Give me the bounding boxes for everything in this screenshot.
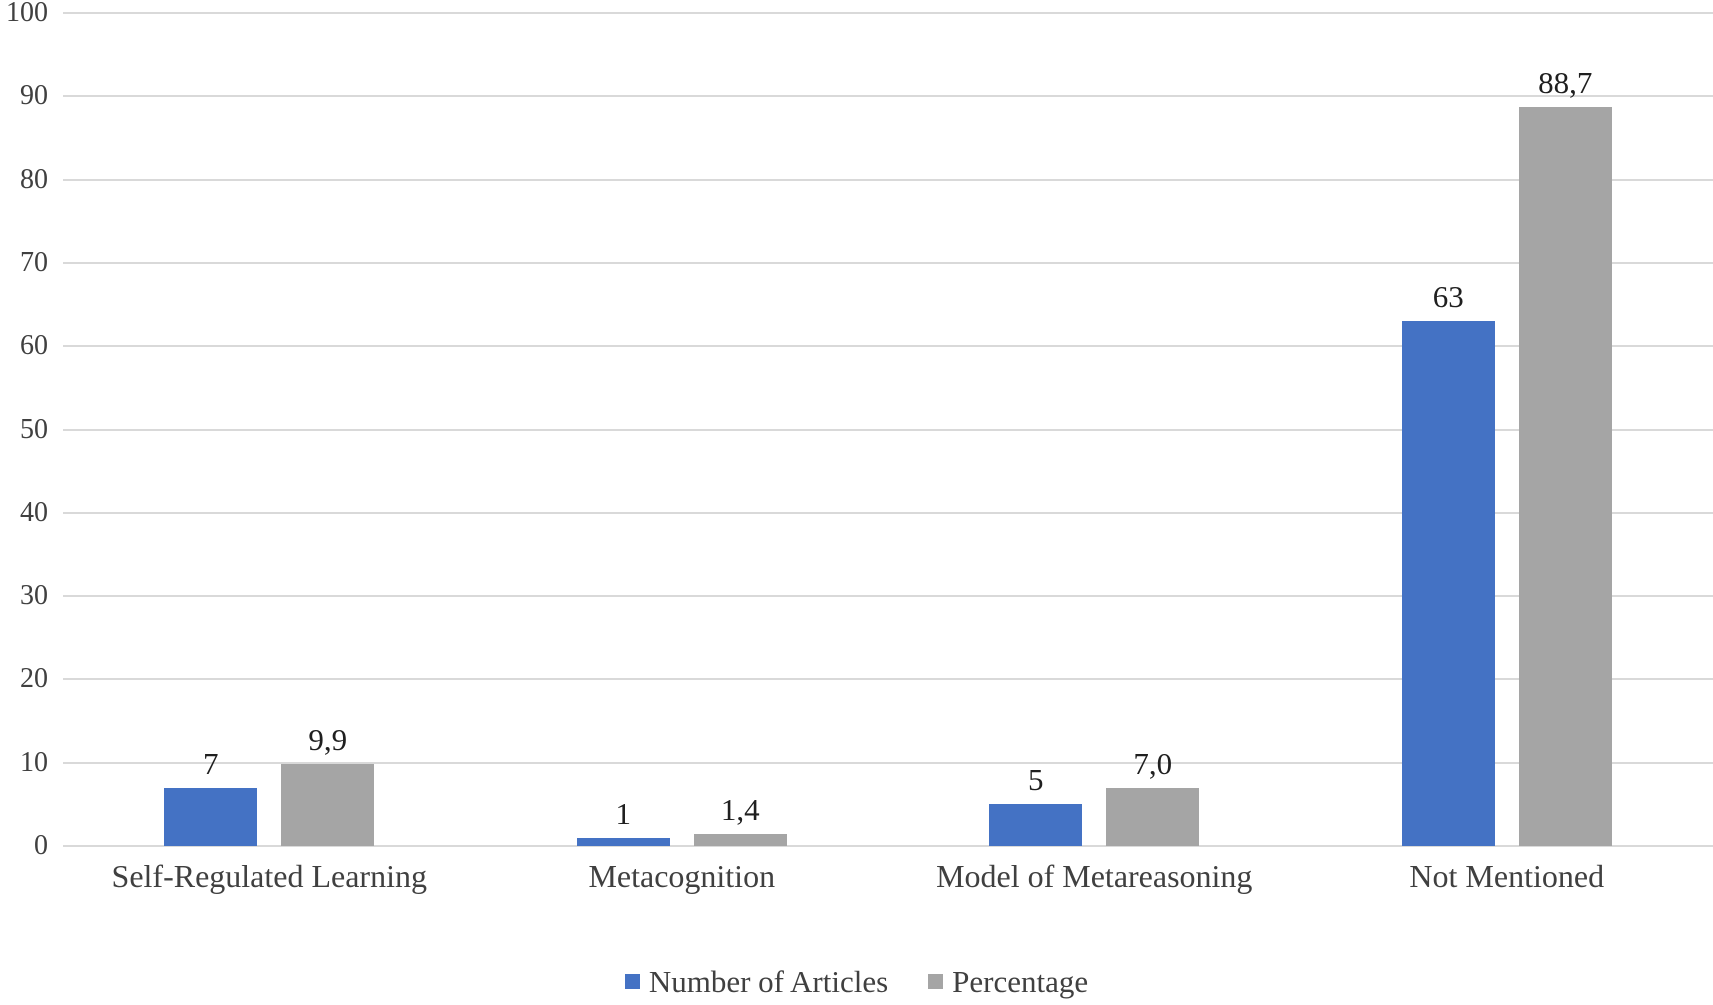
legend-item-percentage: Percentage (928, 966, 1088, 997)
bar-group-not-mentioned: 63 88,7 (1301, 13, 1713, 846)
bar-percentage-not-mentioned (1518, 107, 1612, 846)
legend-swatch-icon (624, 974, 640, 989)
y-axis-tick-label: 80 (20, 163, 48, 195)
category-label-not-mentioned: Not Mentioned (1409, 858, 1605, 894)
gridline-y-40 (63, 511, 1713, 514)
gridline-y-0 (63, 845, 1713, 847)
bar-number-of-articles-self-regulated-learning (164, 787, 258, 846)
bar-cell: 1 (576, 795, 670, 846)
gridline-y-90 (63, 95, 1713, 98)
legend-swatch-icon (928, 974, 944, 989)
data-label: 88,7 (1538, 65, 1593, 101)
category-label-model-of-metareasoning: Model of Metareasoning (936, 858, 1253, 894)
bar-cell: 88,7 (1518, 65, 1612, 846)
bar-number-of-articles-model-of-metareasoning (989, 804, 1083, 846)
legend-label: Percentage (952, 964, 1089, 999)
bar-cell: 7,0 (1106, 745, 1200, 846)
bar-cell: 1,4 (693, 792, 787, 846)
bar-number-of-articles-metacognition (576, 837, 670, 846)
gridline-y-50 (63, 428, 1713, 431)
y-axis-tick-label: 40 (20, 496, 48, 528)
bar-cell: 5 (989, 762, 1083, 846)
bar-percentage-self-regulated-learning (281, 763, 375, 846)
gridline-y-100 (63, 12, 1713, 14)
bar-cell: 9,9 (281, 721, 375, 846)
data-label: 5 (1028, 762, 1044, 798)
data-label: 7 (203, 745, 219, 781)
y-axis-tick-label: 100 (6, 0, 48, 28)
bar-number-of-articles-not-mentioned (1401, 321, 1495, 846)
legend-item-number-of-articles: Number of Articles (624, 964, 889, 999)
gridline-y-60 (63, 345, 1713, 348)
data-label: 7,0 (1133, 745, 1173, 781)
category-label-metacognition: Metacognition (588, 858, 776, 894)
data-label: 1,4 (720, 792, 760, 828)
y-axis-tick-label: 60 (20, 330, 48, 362)
y-axis-tick-label: 70 (20, 246, 48, 278)
category-axis: Self-Regulated Learning Metacognition Mode… (63, 858, 1713, 895)
y-axis-tick-label: 20 (20, 663, 48, 695)
bar-percentage-metacognition (693, 834, 787, 846)
legend-label: Number of Articles (648, 964, 889, 999)
y-axis-tick-label: 0 (34, 830, 48, 861)
data-label: 1 (615, 795, 632, 831)
bar-groups: 7 9,9 1 1,4 5 7,0 63 88,7 (63, 13, 1713, 846)
data-label: 9,9 (308, 721, 348, 757)
y-axis-tick-label: 90 (20, 80, 48, 112)
bar-cell: 63 (1401, 279, 1495, 846)
y-axis-tick-label: 30 (20, 580, 48, 612)
gridline-y-70 (63, 261, 1713, 264)
gridline-y-20 (63, 678, 1713, 681)
legend: Number of Articles Percentage (0, 966, 1713, 997)
gridline-y-10 (63, 761, 1713, 764)
category-label-self-regulated-learning: Self-Regulated Learning (111, 858, 427, 894)
plot-area: 7 9,9 1 1,4 5 7,0 63 88,7 (63, 12, 1713, 847)
bar-percentage-model-of-metareasoning (1106, 787, 1200, 846)
data-label: 63 (1432, 279, 1464, 315)
gridline-y-30 (63, 595, 1713, 598)
bar-group-metacognition: 1 1,4 (476, 13, 889, 846)
y-axis: 0 10 20 30 40 50 60 70 80 90 100 (0, 0, 48, 860)
y-axis-tick-label: 10 (20, 746, 48, 778)
bar-group-model-of-metareasoning: 5 7,0 (888, 13, 1301, 846)
bar-group-self-regulated-learning: 7 9,9 (63, 13, 476, 846)
bar-cell: 7 (164, 745, 258, 846)
y-axis-tick-label: 50 (20, 413, 48, 445)
gridline-y-80 (63, 178, 1713, 181)
